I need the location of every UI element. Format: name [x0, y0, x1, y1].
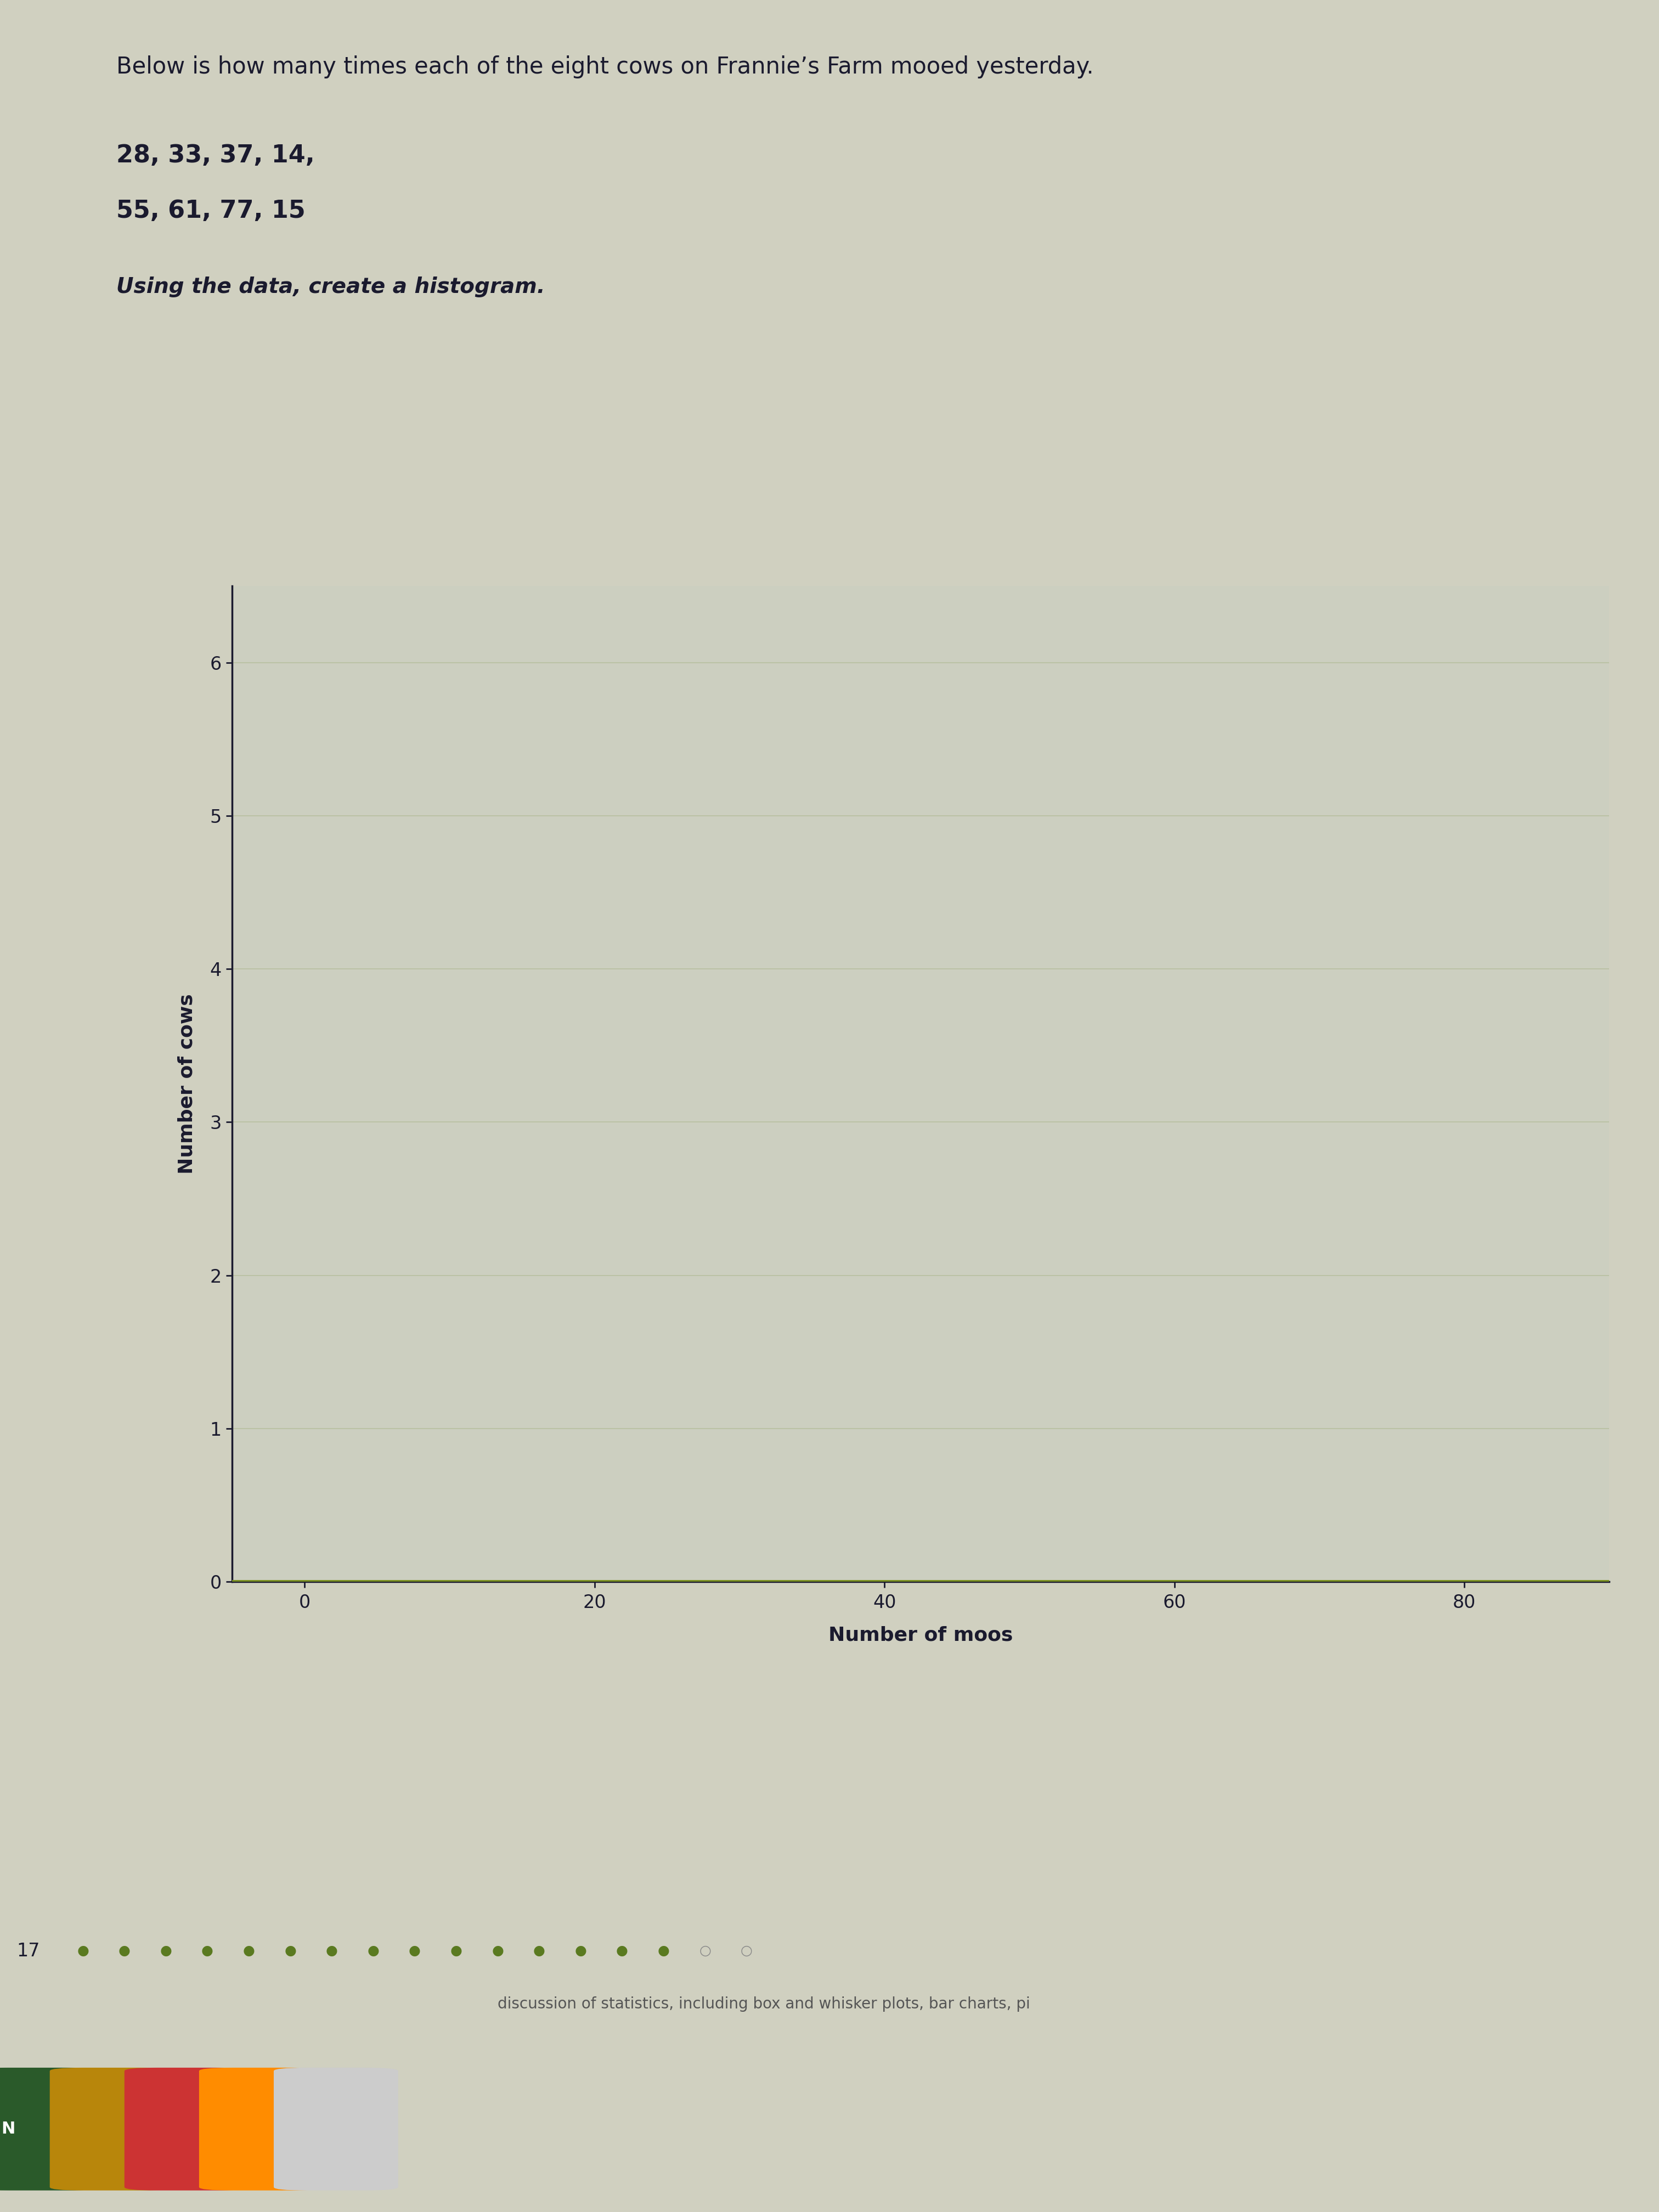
Text: ○: ○ [698, 1944, 712, 1958]
Text: ●: ● [367, 1944, 380, 1958]
Text: ●: ● [408, 1944, 421, 1958]
Text: ●: ● [76, 1944, 90, 1958]
Text: 28, 33, 37, 14,: 28, 33, 37, 14, [116, 144, 315, 168]
Text: ○: ○ [740, 1944, 753, 1958]
Text: ●: ● [118, 1944, 131, 1958]
Text: ●: ● [574, 1944, 587, 1958]
Text: Below is how many times each of the eight cows on Frannie’s Farm mooed yesterday: Below is how many times each of the eigh… [116, 55, 1093, 77]
Text: 17: 17 [17, 1942, 40, 1960]
Text: ●: ● [533, 1944, 546, 1958]
Text: ●: ● [284, 1944, 297, 1958]
Text: ●: ● [450, 1944, 463, 1958]
Text: Using the data, create a histogram.: Using the data, create a histogram. [116, 276, 544, 296]
Text: ●: ● [325, 1944, 338, 1958]
FancyBboxPatch shape [50, 2068, 174, 2190]
X-axis label: Number of moos: Number of moos [828, 1626, 1014, 1644]
Text: ●: ● [242, 1944, 255, 1958]
FancyBboxPatch shape [0, 2068, 100, 2190]
FancyBboxPatch shape [124, 2068, 249, 2190]
FancyBboxPatch shape [274, 2068, 398, 2190]
Text: ●: ● [657, 1944, 670, 1958]
Text: N: N [2, 2121, 15, 2137]
Y-axis label: Number of cows: Number of cows [178, 993, 196, 1175]
Text: discussion of statistics, including box and whisker plots, bar charts, pi: discussion of statistics, including box … [498, 1997, 1030, 2011]
FancyBboxPatch shape [199, 2068, 324, 2190]
Text: ●: ● [159, 1944, 173, 1958]
Text: 55, 61, 77, 15: 55, 61, 77, 15 [116, 199, 305, 223]
Text: ●: ● [615, 1944, 629, 1958]
Text: ●: ● [201, 1944, 214, 1958]
Text: ●: ● [491, 1944, 504, 1958]
